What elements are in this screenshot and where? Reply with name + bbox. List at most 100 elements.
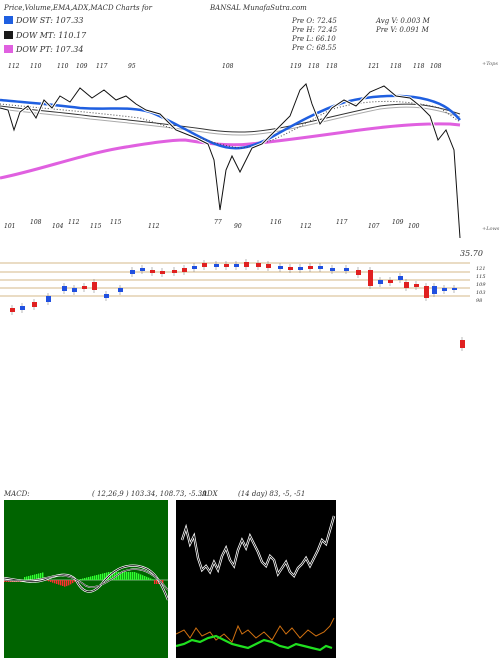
macd-histogram-bar xyxy=(6,580,8,582)
chart-title-right: BANSAL MunafaSutra.com xyxy=(210,4,307,12)
top-label: 121 xyxy=(368,63,379,70)
legend-dow-pt: DOW PT: 107.34 xyxy=(4,45,83,54)
macd-histogram-bar xyxy=(38,573,40,580)
macd-histogram-bar xyxy=(110,572,112,580)
macd-histogram-bar xyxy=(4,580,6,582)
macd-histogram-bar xyxy=(130,572,132,580)
series-line-dow-mt-shadow xyxy=(0,106,461,136)
top-label: 119 xyxy=(290,63,302,70)
level-label: 115 xyxy=(476,274,486,280)
chart-title-left: Price,Volume,EMA,ADX,MACD Charts for xyxy=(4,4,152,12)
macd-histogram-bar xyxy=(40,573,42,580)
candle xyxy=(404,282,409,288)
macd-chart xyxy=(4,500,168,658)
bottom-label: 104 xyxy=(52,223,64,230)
candle xyxy=(266,264,271,268)
macd-histogram-bar xyxy=(62,580,64,586)
candle xyxy=(72,288,77,292)
adx-orange-line xyxy=(176,617,335,643)
macd-histogram-bar xyxy=(124,572,126,580)
candle xyxy=(172,270,177,273)
bottom-label: 115 xyxy=(90,223,102,230)
macd-histogram-bar xyxy=(140,574,142,580)
top-label: 118 xyxy=(390,63,402,70)
macd-histogram-bar xyxy=(88,577,90,580)
candle xyxy=(140,268,145,271)
candle xyxy=(92,282,97,290)
macd-histogram-bar xyxy=(32,575,34,580)
bottom-label: 77 xyxy=(214,219,222,226)
macd-histogram-bar xyxy=(132,572,134,580)
bottom-label: 116 xyxy=(270,219,282,226)
macd-line-inner xyxy=(4,565,168,601)
macd-histogram-bar xyxy=(138,573,140,580)
macd-histogram-bar xyxy=(46,580,48,581)
candle xyxy=(104,294,109,298)
macd-histogram-bar xyxy=(60,580,62,586)
candle xyxy=(424,286,429,298)
bottom-label: 112 xyxy=(68,219,80,226)
candle xyxy=(20,306,25,310)
macd-histogram-bar xyxy=(90,576,92,580)
bottom-label: 90 xyxy=(234,223,242,230)
top-label: 110 xyxy=(30,63,42,70)
lows-label: +Lows xyxy=(482,226,500,232)
top-label-group: 112 110 110 109 117 95 108 119 118 118 121 118 118 10… xyxy=(8,63,442,70)
macd-histogram-bar xyxy=(162,580,164,584)
candle xyxy=(192,266,197,269)
candle xyxy=(244,262,249,267)
top-label: 112 xyxy=(8,63,20,70)
bottom-label: 112 xyxy=(148,223,160,230)
macd-histogram-bar xyxy=(84,578,86,580)
candle xyxy=(288,267,293,270)
macd-histogram-bar xyxy=(156,580,158,584)
macd-histogram-bar xyxy=(120,572,122,580)
bottom-label: 100 xyxy=(408,223,420,230)
legend-dow-st: DOW ST: 107.33 xyxy=(4,16,84,25)
macd-histogram-bar xyxy=(66,580,68,587)
candle xyxy=(182,268,187,272)
macd-histogram-bar xyxy=(24,577,26,580)
macd-histogram-bar xyxy=(128,572,130,580)
macd-histogram-bar xyxy=(100,574,102,580)
top-label: 95 xyxy=(128,63,136,70)
macd-histogram-bar xyxy=(92,576,94,580)
adx-params: (14 day) 83, -5, -51 xyxy=(238,490,306,498)
price-text: 35.70 xyxy=(460,249,483,258)
candle xyxy=(298,267,303,270)
series-line-price xyxy=(0,83,461,239)
candle xyxy=(278,266,283,269)
candle xyxy=(10,308,15,312)
macd-histogram-bar xyxy=(148,577,150,580)
tops-label: +Tops xyxy=(482,61,498,67)
macd-histogram-bar xyxy=(64,580,66,587)
candle xyxy=(460,340,465,348)
macd-histogram-bar xyxy=(118,572,120,580)
legend-dow-mt: DOW MT: 110.17 xyxy=(4,31,86,40)
series-line-dow-mt xyxy=(0,103,461,133)
candle xyxy=(62,286,67,291)
macd-histogram-bar xyxy=(72,580,74,584)
macd-signal-inner xyxy=(4,568,168,591)
ohlc-col2: Avg V: 0.003 M Pre V: 0.091 M xyxy=(376,17,430,34)
macd-title: MACD: xyxy=(4,490,30,498)
macd-histogram-bar xyxy=(42,572,44,580)
macd-histogram-bar xyxy=(52,580,54,583)
candle xyxy=(32,302,37,307)
top-label: 118 xyxy=(413,63,425,70)
macd-histogram-bar xyxy=(68,580,70,586)
macd-histogram-bar xyxy=(96,575,98,580)
macd-histogram-bar xyxy=(98,574,100,580)
legend-swatch-mt xyxy=(4,31,13,39)
price-ema-chart: 112 110 110 109 117 95 108 119 118 118 121 118 118 10… xyxy=(0,61,500,239)
candle xyxy=(414,284,419,287)
legend-swatch-st xyxy=(4,16,13,24)
candle xyxy=(330,268,335,271)
macd-histogram-bar xyxy=(56,580,58,584)
macd-histogram-bar xyxy=(126,572,128,580)
macd-histogram-bar xyxy=(54,580,56,584)
macd-histogram-bar xyxy=(102,573,104,580)
bottom-label: 101 xyxy=(4,223,15,230)
candle xyxy=(318,266,323,269)
top-label: 108 xyxy=(222,63,234,70)
